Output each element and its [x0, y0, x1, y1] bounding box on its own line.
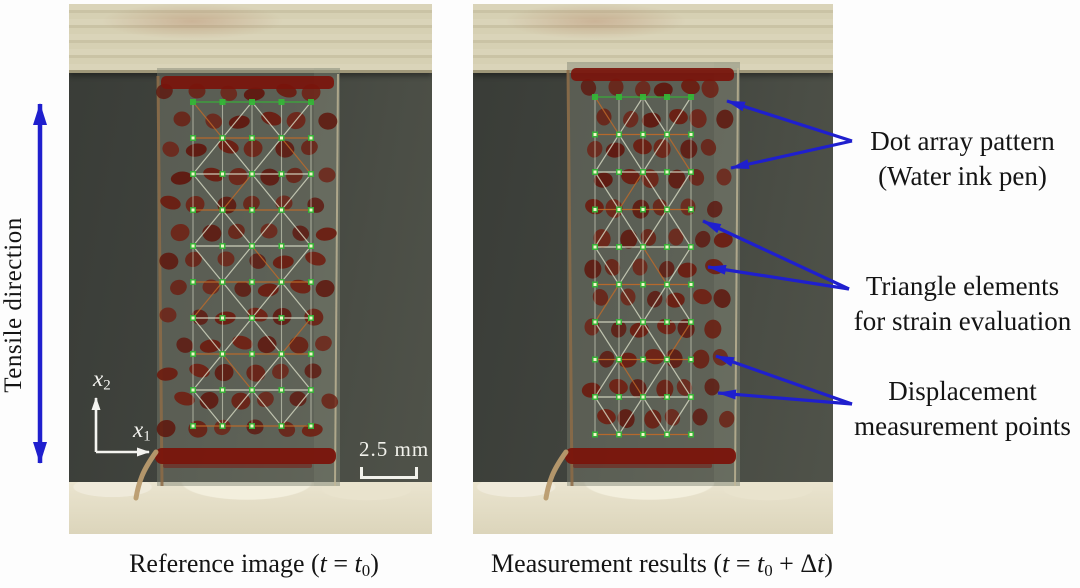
annotation-displacement-points: Displacement measurement points [845, 374, 1080, 444]
caption-var-t: t [319, 549, 327, 578]
caption-reference: Reference image (t = t0) [104, 549, 404, 581]
lower-grip-base [69, 482, 432, 534]
caption-text: = [729, 549, 757, 578]
upper-grip [69, 4, 432, 73]
lower-grip-base [473, 482, 833, 534]
scale-bar-bracket [360, 467, 418, 479]
axis-x2-base: x [93, 366, 104, 391]
annotation-line: Dot array pattern [870, 126, 1055, 156]
axis-label-x2: x2 [93, 366, 111, 395]
annotation-line: (Water ink pen) [878, 161, 1047, 191]
caption-text: ) [370, 549, 379, 578]
specimen-reference [91, 68, 340, 501]
caption-var-t: t [817, 549, 825, 578]
caption-text: = [326, 549, 355, 578]
caption-text: ) [824, 549, 833, 578]
scale-bar-label: 2.5 mm [359, 437, 430, 461]
annotation-triangle-elements: Triangle elements for strain evaluation [845, 269, 1080, 339]
caption-var-t: t [354, 549, 362, 578]
caption-var-t: t [722, 549, 730, 578]
caption-text: Reference image ( [129, 549, 320, 578]
axis-x1-sub: 1 [143, 428, 151, 445]
caption-text: + Δ [772, 549, 818, 578]
caption-measurement: Measurement results (t = t0 + Δt) [472, 549, 852, 581]
caption-subscript: 0 [361, 561, 371, 581]
annotation-line: measurement points [854, 411, 1071, 441]
caption-text: Measurement results ( [491, 549, 723, 578]
axis-x2-sub: 2 [103, 377, 111, 394]
tensile-direction-label: Tensile direction [0, 217, 27, 393]
caption-subscript: 0 [764, 561, 773, 581]
annotation-line: Triangle elements [865, 271, 1060, 301]
reference-photo: x2 x1 2.5 mm [69, 4, 432, 534]
annotation-line: Displacement [888, 376, 1037, 406]
specimen-measurement [543, 62, 740, 501]
axis-label-x1: x1 [133, 417, 151, 446]
caption-var-t: t [756, 549, 765, 578]
annotation-dot-array: Dot array pattern (Water ink pen) [845, 124, 1080, 194]
axis-x1-base: x [133, 417, 144, 442]
coordinate-axes [91, 397, 150, 457]
measurement-photo [473, 4, 833, 534]
annotation-line: for strain evaluation [853, 306, 1072, 336]
